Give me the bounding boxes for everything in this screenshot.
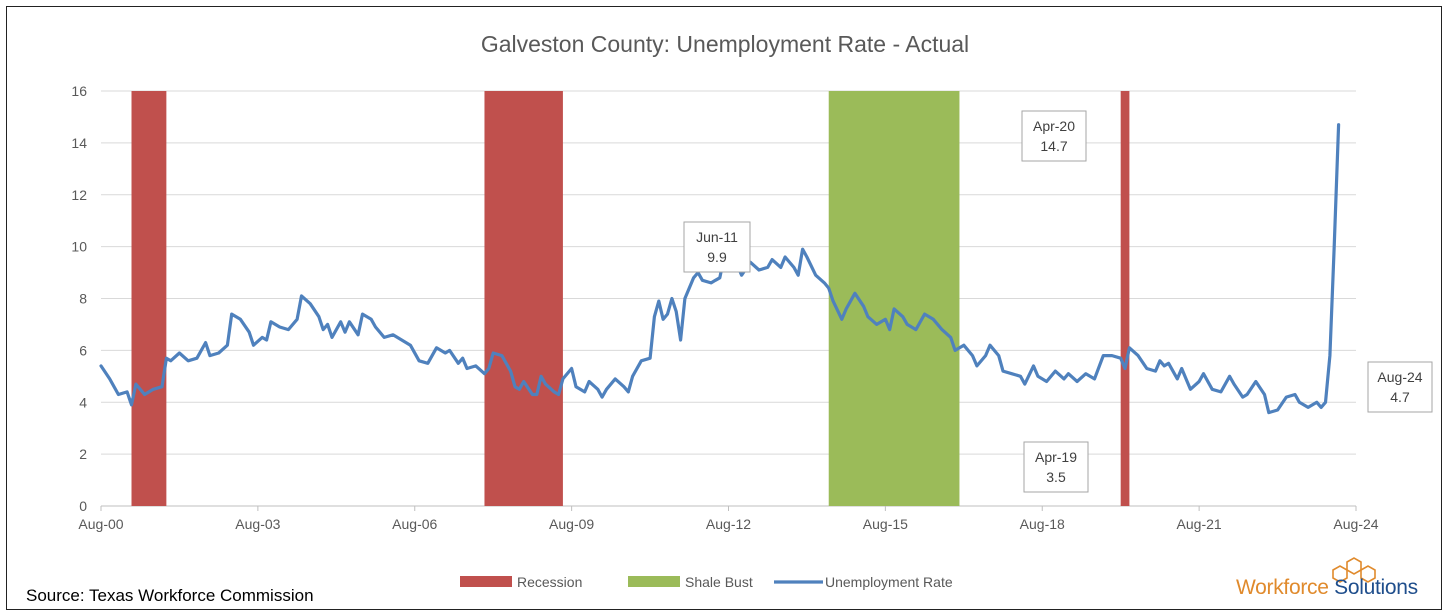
hexagon-cluster-icon <box>1332 557 1376 583</box>
shale-bust-band <box>828 91 960 506</box>
logo-word-solutions: Solutions <box>1334 576 1418 599</box>
legend-recession-swatch <box>460 576 512 587</box>
logo-wordmark: Workforce Solutions <box>1236 576 1418 600</box>
legend-unemployment-rate-label: Unemployment Rate <box>825 574 953 590</box>
legend-recession-label: Recession <box>517 574 582 590</box>
x-tick-label: Aug-06 <box>392 516 437 532</box>
annotation-value: 4.7 <box>1390 389 1410 405</box>
annotation-date: Aug-24 <box>1377 369 1422 385</box>
x-axis-tick-labels: Aug-00 Aug-03 Aug-06 Aug-09 Aug-12 Aug-15 Aug-… <box>78 516 1378 532</box>
y-tick-label: 2 <box>79 446 87 462</box>
workforce-solutions-logo: Workforce Solutions <box>1236 556 1436 606</box>
x-tick-label: Aug-09 <box>549 516 594 532</box>
recession-band <box>131 91 167 506</box>
annotation-box <box>1023 441 1089 493</box>
annotation-value: 3.5 <box>1046 469 1066 485</box>
x-tick-label: Aug-03 <box>235 516 280 532</box>
annotation-box <box>683 221 751 273</box>
y-tick-label: 0 <box>79 498 87 514</box>
logo-word-workforce: Workforce <box>1236 576 1329 599</box>
y-tick-label: 4 <box>79 394 87 410</box>
annotation-value: 9.9 <box>707 249 727 265</box>
x-tick-label: Aug-24 <box>1333 516 1378 532</box>
x-tick-label: Aug-12 <box>706 516 751 532</box>
annotation-date: Apr-19 <box>1035 449 1077 465</box>
annotation-box <box>1367 361 1433 413</box>
y-tick-label: 16 <box>71 83 87 99</box>
y-axis-tick-labels: 0 2 4 6 8 10 12 14 16 <box>71 83 87 514</box>
recession-band <box>1120 91 1130 506</box>
source-note: Source: Texas Workforce Commission <box>26 586 314 605</box>
annotations: Jun-11 9.9 Apr-20 14.7 Apr-19 3.5 Aug-24 4.7 <box>683 110 1433 493</box>
chart-title: Galveston County: Unemployment Rate - Ac… <box>481 31 969 57</box>
y-tick-label: 8 <box>79 291 87 307</box>
annotation-date: Apr-20 <box>1033 118 1075 134</box>
legend-shale-bust-swatch <box>628 576 680 587</box>
x-tick-label: Aug-21 <box>1177 516 1222 532</box>
unemployment-rate-line <box>99 123 1341 415</box>
y-tick-label: 14 <box>71 135 87 151</box>
y-tick-label: 6 <box>79 342 87 358</box>
annotation-value: 14.7 <box>1040 138 1067 154</box>
x-tick-label: Aug-00 <box>78 516 123 532</box>
recession-band <box>484 91 563 506</box>
y-tick-label: 10 <box>71 239 87 255</box>
gridlines <box>100 90 1357 511</box>
legend-shale-bust-label: Shale Bust <box>685 574 753 590</box>
x-tick-label: Aug-15 <box>863 516 908 532</box>
annotation-box <box>1021 110 1087 162</box>
legend: Recession Shale Bust Unemployment Rate <box>460 574 953 590</box>
annotation-date: Jun-11 <box>696 229 738 245</box>
chart-frame <box>6 6 1442 610</box>
unemployment-series <box>99 123 1341 415</box>
y-tick-label: 12 <box>71 187 87 203</box>
x-tick-label: Aug-18 <box>1020 516 1065 532</box>
